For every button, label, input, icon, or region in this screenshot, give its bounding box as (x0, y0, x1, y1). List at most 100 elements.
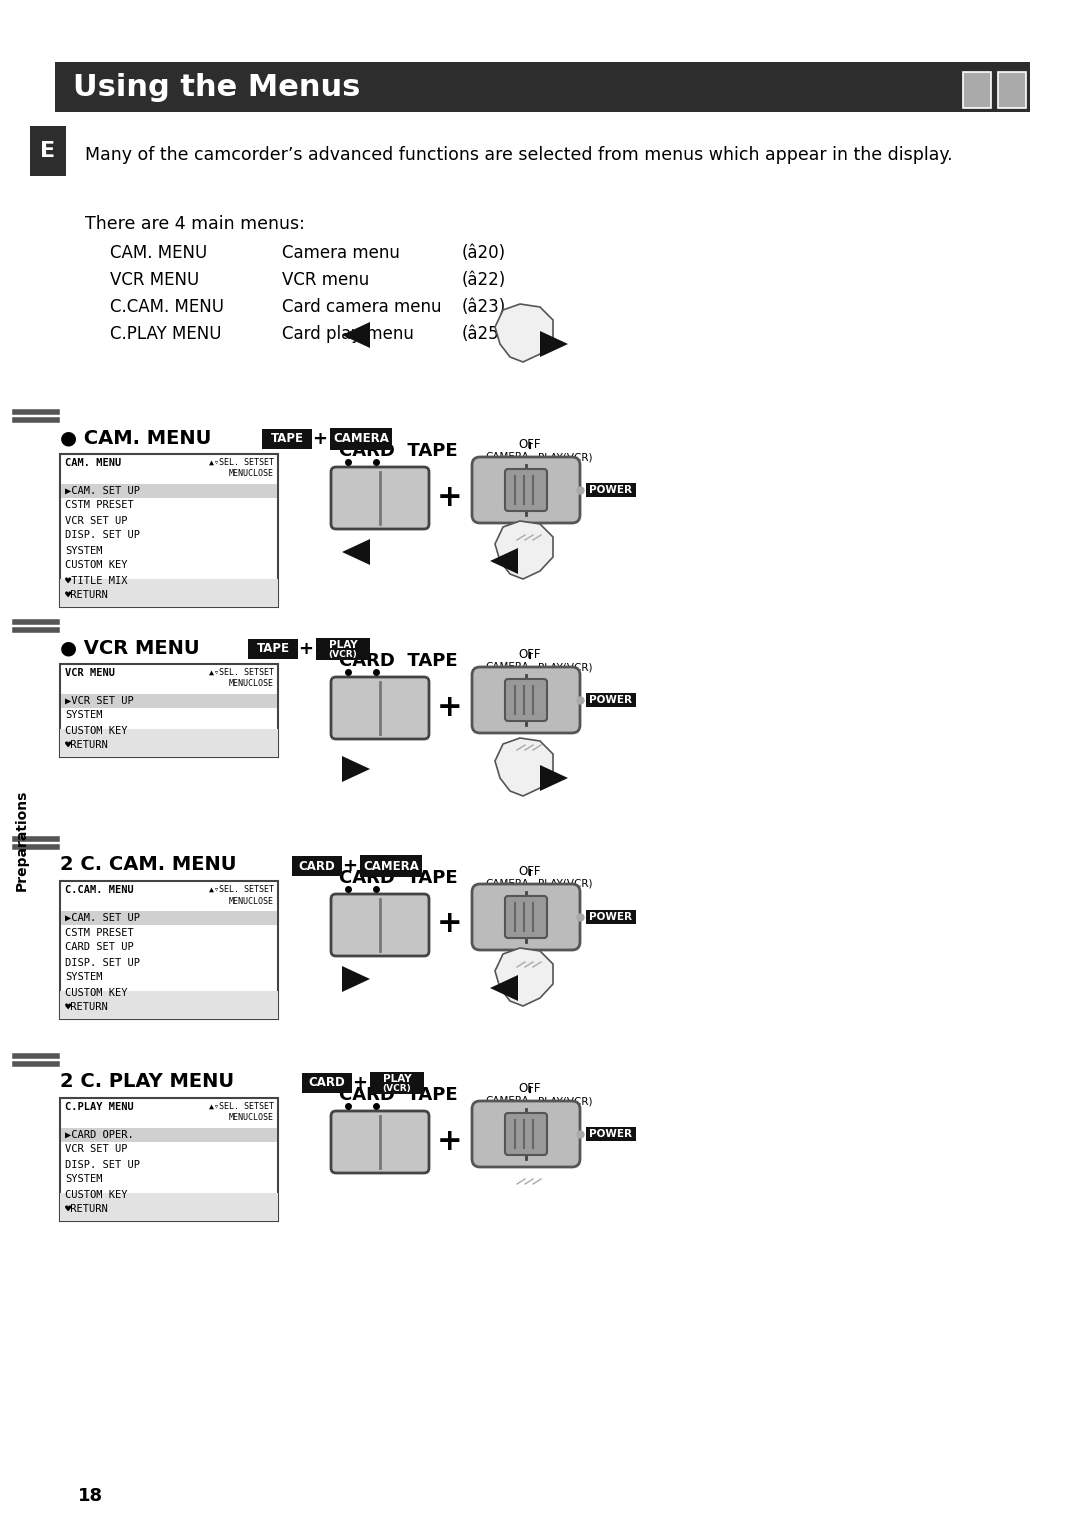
Text: MENUCLOSE: MENUCLOSE (229, 896, 274, 905)
Text: CARD SET UP: CARD SET UP (65, 943, 134, 952)
Text: ♥RETURN: ♥RETURN (65, 740, 109, 751)
Text: (â25): (â25) (462, 325, 507, 343)
Text: ♥TITLE MIX: ♥TITLE MIX (65, 575, 127, 586)
Text: ▲▿SEL. SETSET: ▲▿SEL. SETSET (210, 1102, 274, 1111)
Text: ▶CAM. SET UP: ▶CAM. SET UP (65, 485, 140, 496)
Bar (292, 856, 342, 876)
Text: CARD  TAPE: CARD TAPE (339, 868, 458, 887)
Text: SYSTEM: SYSTEM (65, 972, 103, 983)
Text: +: + (342, 858, 357, 874)
Bar (360, 855, 422, 877)
Text: TAPE: TAPE (257, 642, 289, 656)
FancyBboxPatch shape (472, 667, 580, 732)
Text: DISP. SET UP: DISP. SET UP (65, 531, 140, 540)
Text: CAMERA: CAMERA (333, 432, 389, 446)
Text: Card camera menu: Card camera menu (282, 298, 442, 316)
Text: E: E (40, 140, 55, 162)
Bar (60, 1099, 278, 1221)
Text: ▶CAM. SET UP: ▶CAM. SET UP (65, 913, 140, 923)
Bar (586, 693, 636, 707)
Text: Using the Menus: Using the Menus (73, 73, 361, 102)
Polygon shape (342, 322, 370, 348)
Text: OFF: OFF (518, 865, 541, 877)
Text: MENUCLOSE: MENUCLOSE (229, 1114, 274, 1123)
Bar (60, 881, 278, 1019)
Text: (â20): (â20) (462, 244, 507, 262)
Text: SYSTEM: SYSTEM (65, 711, 103, 720)
Text: (â22): (â22) (462, 272, 507, 288)
Bar (30, 127, 66, 175)
FancyBboxPatch shape (330, 1111, 429, 1173)
Bar (60, 911, 276, 925)
Polygon shape (342, 966, 370, 992)
Polygon shape (342, 755, 370, 781)
Text: +: + (312, 430, 327, 449)
Text: ♥RETURN: ♥RETURN (65, 1003, 109, 1012)
Polygon shape (495, 520, 553, 578)
Text: CAM. MENU: CAM. MENU (65, 458, 121, 468)
Text: C.CAM. MENU: C.CAM. MENU (65, 885, 134, 896)
Text: POWER: POWER (590, 1129, 633, 1138)
Bar (302, 1073, 352, 1093)
Text: CAMERA: CAMERA (485, 879, 529, 890)
Text: CAMERA: CAMERA (485, 1096, 529, 1106)
Text: VCR MENU: VCR MENU (65, 668, 114, 678)
Text: CARD  TAPE: CARD TAPE (339, 652, 458, 670)
Bar (60, 664, 278, 757)
Text: C.PLAY MENU: C.PLAY MENU (110, 325, 221, 343)
Text: 2 C. CAM. MENU: 2 C. CAM. MENU (60, 855, 237, 874)
Bar (963, 72, 991, 108)
Text: CAMERA: CAMERA (485, 452, 529, 462)
FancyBboxPatch shape (472, 1100, 580, 1167)
Text: SYSTEM: SYSTEM (65, 545, 103, 555)
Text: PLAY(VCR): PLAY(VCR) (538, 662, 593, 671)
Text: OFF: OFF (518, 1082, 541, 1096)
Text: (VCR): (VCR) (382, 1083, 411, 1093)
Bar (55, 63, 1030, 111)
Text: CAMERA: CAMERA (363, 859, 419, 873)
FancyBboxPatch shape (505, 1112, 546, 1155)
Polygon shape (540, 765, 568, 790)
Text: C.PLAY MENU: C.PLAY MENU (65, 1102, 134, 1112)
Text: (VCR): (VCR) (328, 650, 357, 659)
Text: CSTM PRESET: CSTM PRESET (65, 501, 134, 511)
FancyBboxPatch shape (472, 456, 580, 523)
Text: DISP. SET UP: DISP. SET UP (65, 957, 140, 967)
Text: 18: 18 (78, 1486, 103, 1505)
Text: SYSTEM: SYSTEM (65, 1175, 103, 1184)
FancyBboxPatch shape (505, 679, 546, 720)
Text: OFF: OFF (518, 438, 541, 452)
Text: +: + (437, 909, 463, 938)
Bar (60, 1128, 276, 1141)
Text: PLAY(VCR): PLAY(VCR) (538, 879, 593, 890)
Text: ♥RETURN: ♥RETURN (65, 591, 109, 601)
FancyBboxPatch shape (330, 467, 429, 530)
Text: Camera menu: Camera menu (282, 244, 400, 262)
Polygon shape (495, 948, 553, 1006)
Text: OFF: OFF (518, 649, 541, 661)
Text: Many of the camcorder’s advanced functions are selected from menus which appear : Many of the camcorder’s advanced functio… (85, 146, 953, 163)
Text: 2 C. PLAY MENU: 2 C. PLAY MENU (60, 1071, 234, 1091)
Polygon shape (490, 548, 518, 574)
Text: (â23): (â23) (462, 298, 507, 316)
Bar (586, 909, 636, 925)
Bar (586, 1128, 636, 1141)
Text: VCR MENU: VCR MENU (110, 272, 199, 288)
Text: ▲▿SEL. SETSET: ▲▿SEL. SETSET (210, 667, 274, 676)
Bar (60, 1193, 278, 1221)
Text: ● VCR MENU: ● VCR MENU (60, 638, 200, 658)
Text: +: + (352, 1074, 367, 1093)
Text: Preparations: Preparations (15, 789, 29, 891)
Text: CAM. MENU: CAM. MENU (110, 244, 207, 262)
Text: CUSTOM KEY: CUSTOM KEY (65, 987, 127, 998)
Text: MENUCLOSE: MENUCLOSE (229, 679, 274, 688)
Bar (60, 455, 278, 607)
Text: DISP. SET UP: DISP. SET UP (65, 1160, 140, 1169)
Text: PLAY(VCR): PLAY(VCR) (538, 452, 593, 462)
Text: CARD  TAPE: CARD TAPE (339, 443, 458, 459)
Text: CSTM PRESET: CSTM PRESET (65, 928, 134, 937)
Text: CARD  TAPE: CARD TAPE (339, 1087, 458, 1103)
Text: +: + (298, 639, 313, 658)
FancyBboxPatch shape (472, 884, 580, 951)
Bar (330, 427, 392, 450)
